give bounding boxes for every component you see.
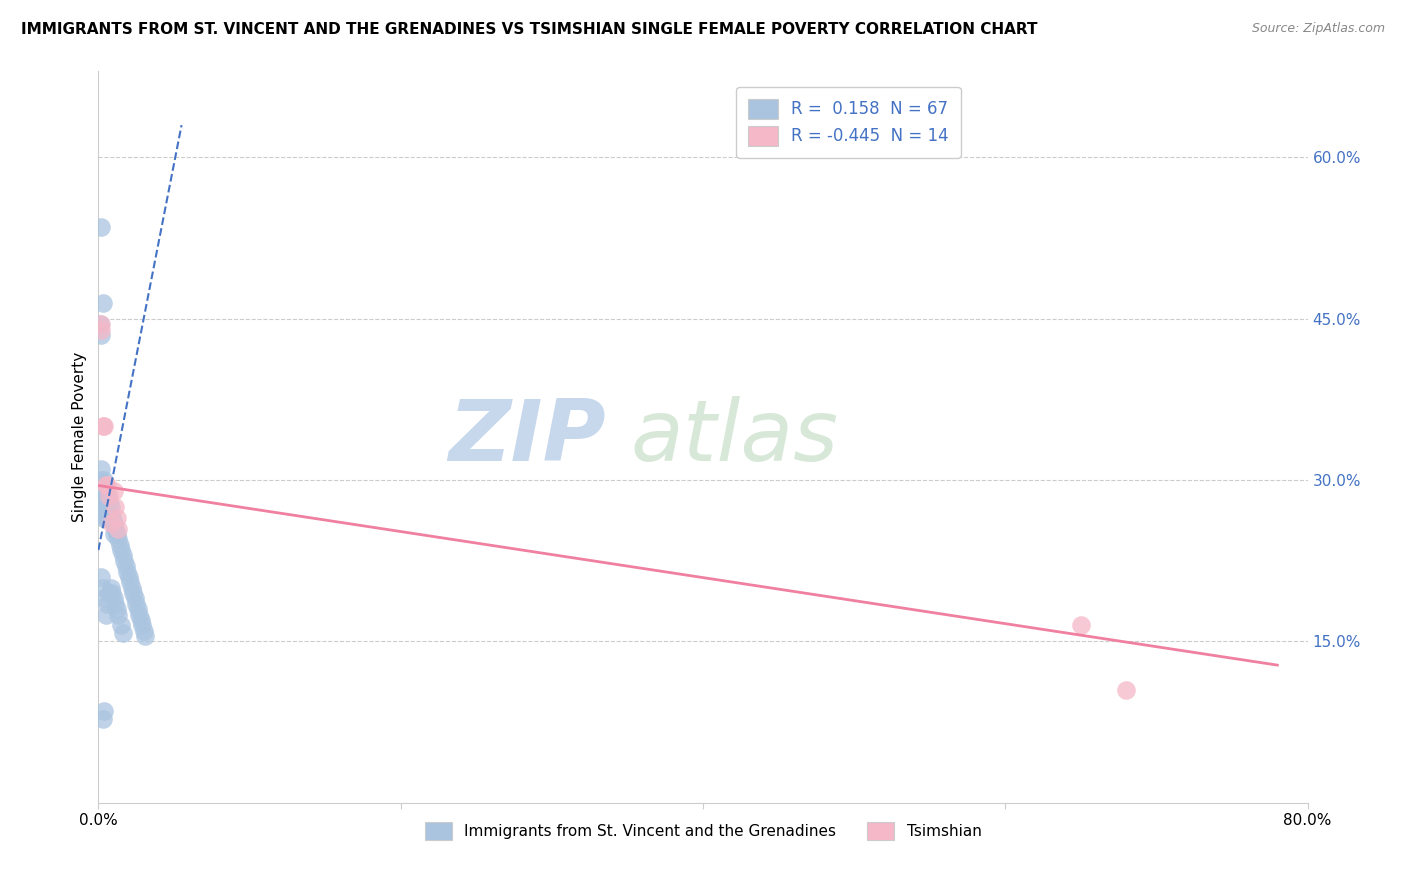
Point — [134, 629, 156, 643]
Point — [129, 613, 152, 627]
Point — [94, 510, 117, 524]
Text: ZIP: ZIP — [449, 395, 606, 479]
Point — [107, 607, 129, 622]
Point — [107, 533, 129, 547]
Point — [112, 554, 135, 568]
Point — [94, 483, 117, 498]
Point — [90, 327, 112, 342]
Point — [103, 516, 125, 530]
Point — [91, 500, 114, 514]
Point — [96, 500, 118, 514]
Point — [96, 597, 118, 611]
Point — [91, 419, 114, 434]
Point — [98, 494, 121, 508]
Point — [90, 322, 112, 336]
Point — [90, 570, 112, 584]
Point — [103, 527, 125, 541]
Point — [89, 494, 111, 508]
Point — [93, 705, 115, 719]
Point — [100, 510, 122, 524]
Point — [91, 581, 114, 595]
Point — [91, 483, 114, 498]
Point — [98, 505, 121, 519]
Point — [91, 510, 114, 524]
Point — [104, 500, 127, 514]
Point — [111, 549, 134, 563]
Text: atlas: atlas — [630, 395, 838, 479]
Point — [90, 473, 112, 487]
Point — [89, 483, 111, 498]
Text: IMMIGRANTS FROM ST. VINCENT AND THE GRENADINES VS TSIMSHIAN SINGLE FEMALE POVERT: IMMIGRANTS FROM ST. VINCENT AND THE GREN… — [21, 22, 1038, 37]
Point — [100, 516, 122, 530]
Point — [107, 521, 129, 535]
Point — [90, 462, 112, 476]
Point — [124, 591, 146, 606]
Point — [93, 473, 115, 487]
Point — [89, 505, 111, 519]
Point — [94, 494, 117, 508]
Point — [105, 602, 128, 616]
Point — [93, 591, 115, 606]
Point — [131, 618, 153, 632]
Point — [100, 500, 122, 514]
Point — [93, 489, 115, 503]
Point — [90, 489, 112, 503]
Point — [103, 591, 125, 606]
Point — [90, 220, 112, 235]
Point — [93, 505, 115, 519]
Point — [110, 618, 132, 632]
Point — [128, 607, 150, 622]
Point — [91, 478, 114, 492]
Point — [100, 581, 122, 595]
Point — [91, 712, 114, 726]
Point — [1070, 618, 1092, 632]
Point — [1115, 682, 1137, 697]
Point — [111, 625, 134, 640]
Point — [132, 624, 155, 638]
Point — [94, 607, 117, 622]
Point — [122, 586, 145, 600]
Point — [120, 575, 142, 590]
Point — [121, 581, 143, 595]
Point — [127, 602, 149, 616]
Y-axis label: Single Female Poverty: Single Female Poverty — [72, 352, 87, 522]
Legend: Immigrants from St. Vincent and the Grenadines, Tsimshian: Immigrants from St. Vincent and the Gren… — [419, 815, 987, 847]
Point — [103, 483, 125, 498]
Point — [110, 543, 132, 558]
Point — [104, 597, 127, 611]
Point — [89, 317, 111, 331]
Point — [105, 510, 128, 524]
Point — [98, 489, 121, 503]
Point — [98, 586, 121, 600]
Point — [90, 317, 112, 331]
Point — [114, 559, 136, 574]
Point — [94, 478, 117, 492]
Point — [93, 419, 115, 434]
Point — [104, 521, 127, 535]
Point — [96, 489, 118, 503]
Point — [118, 570, 141, 584]
Point — [105, 527, 128, 541]
Point — [115, 565, 138, 579]
Point — [101, 586, 124, 600]
Point — [96, 478, 118, 492]
Point — [108, 538, 131, 552]
Point — [125, 597, 148, 611]
Text: Source: ZipAtlas.com: Source: ZipAtlas.com — [1251, 22, 1385, 36]
Point — [91, 295, 114, 310]
Point — [101, 510, 124, 524]
Point — [96, 510, 118, 524]
